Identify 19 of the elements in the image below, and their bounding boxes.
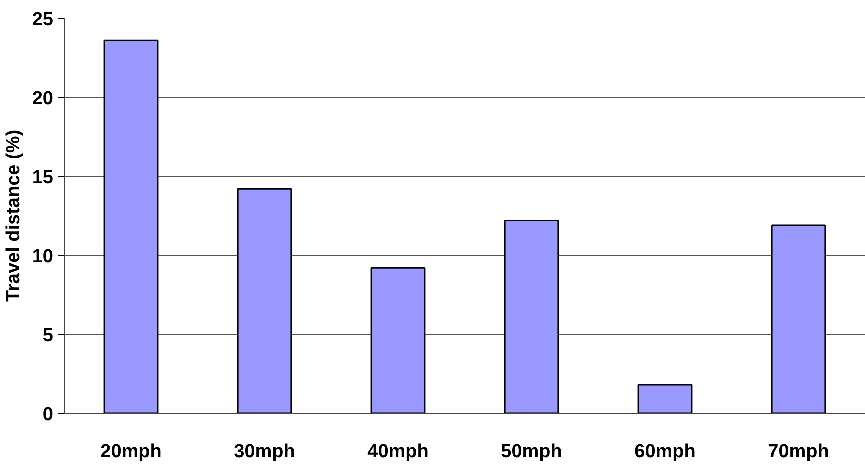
x-tick-label: 30mph: [234, 442, 296, 462]
y-tick-label: 0: [42, 404, 54, 426]
y-tick-label: 10: [32, 246, 54, 268]
y-axis-title: Travel distance (%): [3, 130, 24, 302]
bar: [771, 224, 826, 414]
y-tick-label: 20: [32, 88, 54, 110]
x-tick-label: 50mph: [501, 442, 562, 462]
y-tick-label: 5: [42, 326, 54, 346]
x-tick-label: 20mph: [100, 442, 162, 462]
bar: [237, 188, 292, 414]
x-tick-label: 60mph: [634, 442, 696, 462]
x-tick-label: 40mph: [368, 442, 429, 462]
x-tick-label: 70mph: [768, 442, 830, 462]
bar: [104, 40, 159, 414]
y-tick-label: 15: [32, 168, 54, 188]
bar: [504, 220, 560, 414]
bar: [638, 384, 693, 414]
y-tick-label: 25: [32, 10, 54, 30]
bar: [370, 267, 426, 414]
